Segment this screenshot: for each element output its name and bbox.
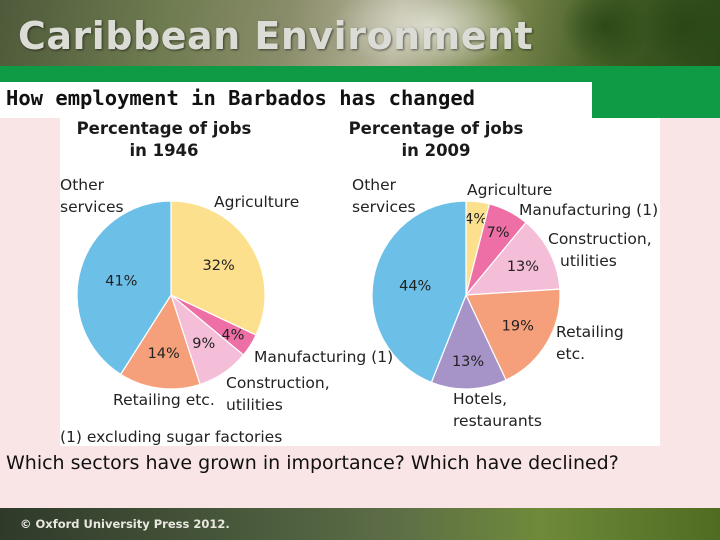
slice-value-label: 19% (502, 319, 534, 335)
footer-copyright: © Oxford University Press 2012. (20, 517, 230, 531)
pie-slice (170, 200, 266, 336)
slice-category-label: etc. (556, 345, 585, 363)
slice-value-label: 4% (221, 327, 244, 343)
slice-value-label: 44% (399, 278, 431, 294)
slide-question: Which sectors have grown in importance? … (6, 452, 619, 474)
slice-value-label: 9% (192, 336, 215, 352)
pie-slice (465, 288, 561, 381)
subtitle-box (0, 82, 592, 118)
pie-slice (76, 200, 172, 376)
header-cloud-decoration (330, 0, 530, 66)
pie-slice (430, 293, 507, 390)
slice-category-label: services (60, 198, 124, 216)
app-title: Caribbean Environment (18, 14, 534, 58)
chart-title: in 2009 (401, 141, 470, 160)
slide-subtitle: How employment in Barbados has changed (6, 86, 475, 110)
slice-value-label: 13% (452, 354, 484, 370)
slice-category-label: Construction, (226, 374, 330, 392)
slice-value-label: 4% (464, 212, 487, 228)
slice-category-label: utilities (560, 252, 617, 270)
slice-category-label: Retailing etc. (113, 391, 215, 409)
footer-banner (0, 508, 720, 540)
slice-category-label: services (352, 198, 416, 216)
slice-category-label: Agriculture (214, 193, 299, 211)
header-banner: Caribbean Environment (0, 0, 720, 66)
slice-value-label: 32% (203, 258, 235, 274)
pie-charts: Percentage of jobs in 1946 32% Agriculture 4… (60, 119, 659, 446)
slice-category-label: Manufacturing (1) (519, 201, 658, 219)
slice-category-label: Manufacturing (1) (254, 348, 393, 366)
header-tree-decoration (560, 0, 650, 66)
pie-chart-1946: Percentage of jobs in 1946 32% Agriculture 4… (60, 119, 393, 414)
pie-slice (119, 293, 201, 390)
slice-category-label: Other (352, 176, 397, 194)
chart-title: in 1946 (129, 141, 198, 160)
pie-slice (371, 200, 467, 384)
header-tree-decoration (640, 0, 720, 66)
chart-footnote: (1) excluding sugar factories (60, 428, 282, 446)
slice-category-label: Other (60, 176, 105, 194)
slice-category-label: restaurants (453, 412, 542, 430)
slice-value-label: 13% (507, 259, 539, 275)
slice-value-label: 14% (148, 346, 180, 362)
slice-value-label: 41% (105, 274, 137, 290)
slice-category-label: Hotels, (453, 390, 507, 408)
chart-panel: Percentage of jobs in 1946 32% Agriculture 4… (60, 118, 660, 446)
chart-title: Percentage of jobs (77, 119, 252, 138)
slice-category-label: utilities (226, 396, 283, 414)
slice-category-label: Agriculture (467, 181, 552, 199)
slice-category-label: Construction, (548, 230, 652, 248)
chart-title: Percentage of jobs (349, 119, 524, 138)
pie-chart-2009: Percentage of jobs in 2009 4% Agriculture 7%… (349, 119, 659, 430)
slice-category-label: Retailing (556, 323, 624, 341)
pie-slice (464, 221, 561, 296)
slice-value-label: 7% (486, 225, 509, 241)
